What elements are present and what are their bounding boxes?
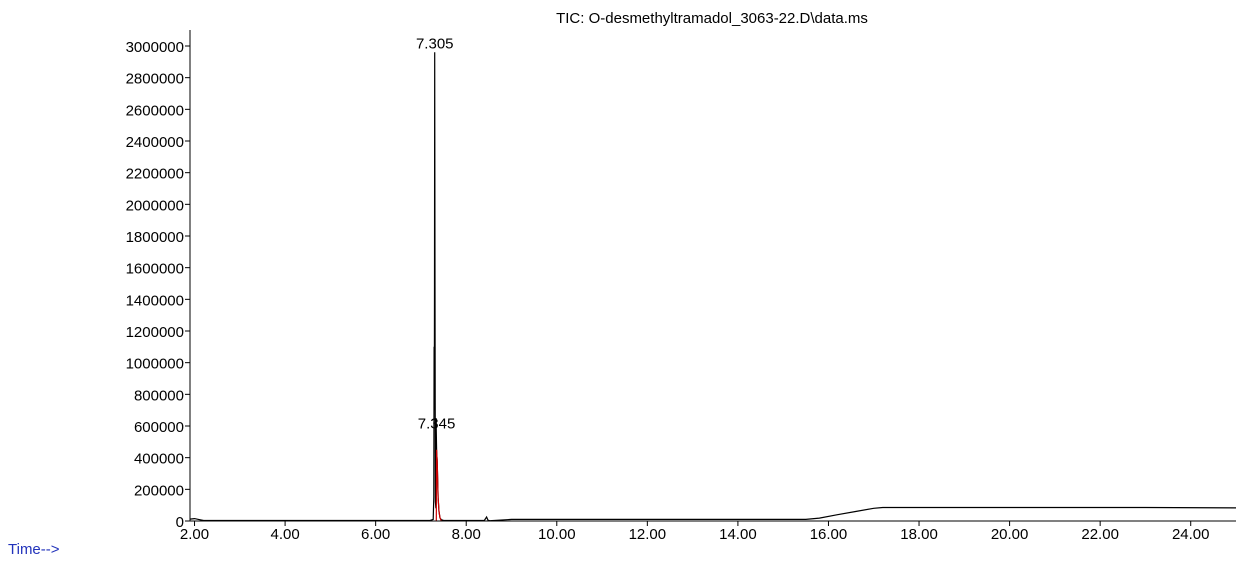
x-tick-label: 8.00 (452, 526, 481, 543)
y-tick-label: 800000 (134, 387, 184, 404)
y-tick-label: 400000 (134, 451, 184, 468)
peak-labels: 7.305 7.345 (416, 35, 455, 432)
peak-label: 7.305 (416, 35, 454, 52)
x-axis-label: Time--> (8, 541, 60, 558)
x-tick-label: 22.00 (1081, 526, 1119, 543)
x-tick-label: 10.00 (538, 526, 576, 543)
x-tick-label: 6.00 (361, 526, 390, 543)
y-tick-label: 1200000 (126, 324, 184, 341)
y-tick-label: 1600000 (126, 261, 184, 278)
y-tick-label: 2000000 (126, 197, 184, 214)
y-tick-label: 2200000 (126, 166, 184, 183)
tic-trace-line (189, 52, 1237, 522)
x-tick-label: 14.00 (719, 526, 757, 543)
y-tick-label: 200000 (134, 482, 184, 499)
y-tick-label: 2800000 (126, 71, 184, 88)
y-tick-label: 1000000 (126, 356, 184, 373)
y-tick-label: 1400000 (126, 292, 184, 309)
peak-label: 7.345 (418, 415, 456, 432)
x-tick-label: 18.00 (900, 526, 938, 543)
x-axis-ticks: 2.00 4.00 6.00 8.00 10.00 12.00 14.00 16.00 18.0… (180, 521, 1210, 543)
y-tick-label: 2400000 (126, 134, 184, 151)
chart-title: TIC: O-desmethyltramadol_3063-22.D\data.… (556, 10, 868, 27)
x-tick-label: 20.00 (991, 526, 1029, 543)
x-tick-label: 12.00 (629, 526, 667, 543)
y-axis-ticks: 0 200000 400000 600000 800000 1000000 1200000 1… (126, 39, 190, 531)
y-tick-label: 2600000 (126, 102, 184, 119)
x-tick-label: 2.00 (180, 526, 209, 543)
integrated-peak-line (435, 449, 442, 522)
x-tick-label: 4.00 (270, 526, 299, 543)
y-tick-label: 1800000 (126, 229, 184, 246)
series-group (189, 52, 1237, 522)
x-tick-label: 16.00 (810, 526, 848, 543)
y-tick-label: 600000 (134, 419, 184, 436)
y-tick-label: 3000000 (126, 39, 184, 56)
y-tick-label: 0 (176, 514, 184, 531)
x-tick-label: 24.00 (1172, 526, 1210, 543)
